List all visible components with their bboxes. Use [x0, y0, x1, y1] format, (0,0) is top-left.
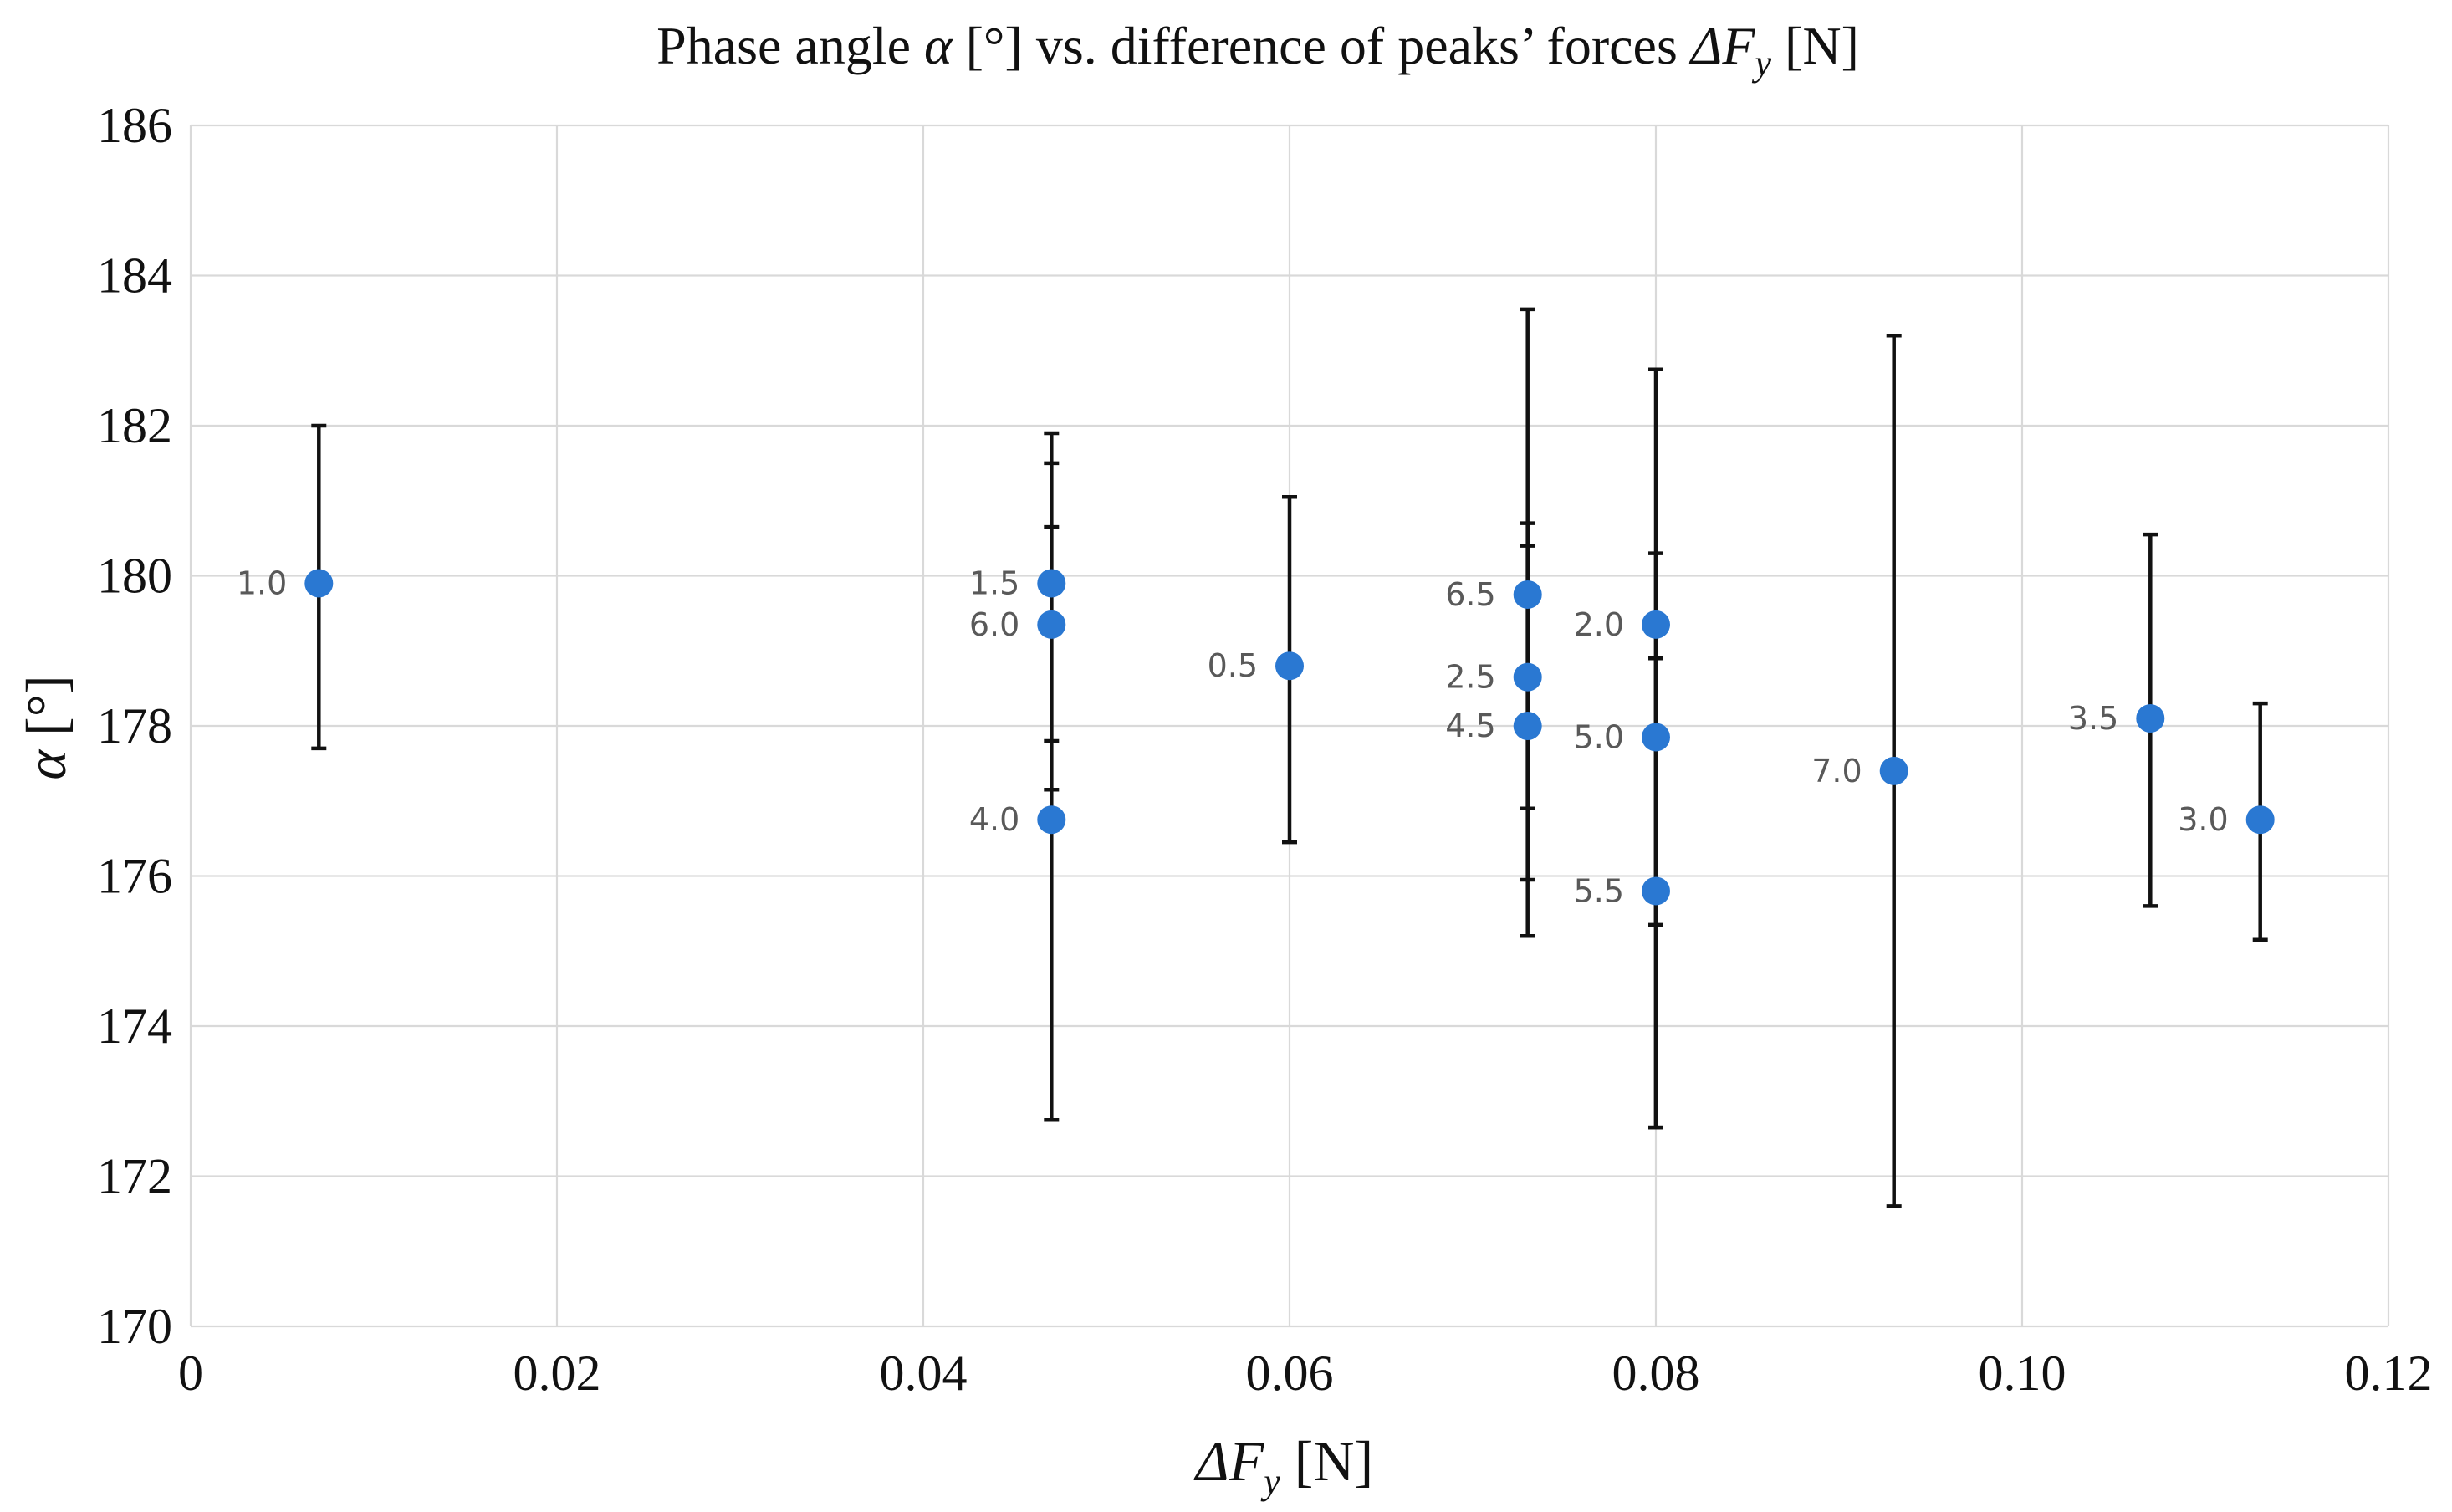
data-point: [304, 569, 334, 598]
point-labels: 1.0 1.5 6.0 4.0 0.5 6.5 2.5 4.5 2.0 5.0 5.5 7.0 3.5 3…: [237, 564, 2229, 909]
data-point-label: 7.0: [1811, 753, 1862, 789]
data-point-label: 2.0: [1574, 606, 1624, 643]
x-tick-label: 0.04: [880, 1346, 968, 1401]
data-point: [2245, 805, 2275, 835]
data-point: [1037, 569, 1066, 598]
x-tick-label: 0.08: [1612, 1346, 1700, 1401]
data-point-label: 3.5: [2068, 700, 2118, 737]
data-point: [1642, 610, 1670, 639]
data-point: [1513, 712, 1542, 740]
chart-title: Phase angle α [°] vs. difference of peak…: [656, 16, 1859, 84]
data-point: [1275, 651, 1304, 681]
data-point-label: 5.0: [1574, 718, 1624, 755]
x-tick-label: 0: [178, 1346, 203, 1401]
y-tick-label: 178: [97, 698, 172, 753]
data-point-label: 4.0: [969, 801, 1019, 838]
x-axis-ticks: 0 0.02 0.04 0.06 0.08 0.10 0.12: [178, 1346, 2433, 1401]
y-tick-label: 186: [97, 98, 172, 153]
data-point: [1642, 876, 1670, 906]
data-point-label: 2.5: [1445, 659, 1495, 696]
data-point: [1037, 610, 1066, 639]
y-tick-label: 184: [97, 248, 172, 304]
data-point: [1642, 723, 1670, 752]
x-tick-label: 0.02: [513, 1346, 601, 1401]
data-point-label: 4.5: [1445, 707, 1495, 744]
data-point: [1037, 805, 1066, 835]
y-axis-ticks: 170 172 174 176 178 180 182 184 186: [97, 98, 172, 1354]
x-tick-label: 0.10: [1979, 1346, 2066, 1401]
data-point-label: 5.5: [1574, 872, 1624, 909]
data-point: [1513, 580, 1542, 609]
data-point: [2136, 704, 2165, 733]
y-tick-label: 170: [97, 1299, 172, 1354]
data-points: [304, 569, 2275, 906]
y-tick-label: 172: [97, 1149, 172, 1204]
data-point-label: 1.5: [969, 564, 1019, 601]
data-point-label: 6.0: [969, 606, 1019, 643]
data-point: [1513, 662, 1542, 692]
x-tick-label: 0.12: [2345, 1346, 2433, 1401]
x-axis-title: ΔFy [N]: [1193, 1429, 1373, 1502]
data-point: [1879, 756, 1908, 785]
y-axis-title: α [°]: [14, 675, 78, 779]
y-tick-label: 176: [97, 849, 172, 904]
data-point-label: 3.0: [2178, 801, 2228, 838]
y-tick-label: 174: [97, 999, 172, 1054]
y-tick-label: 180: [97, 549, 172, 604]
data-point-label: 6.5: [1445, 576, 1495, 613]
data-point-label: 1.0: [237, 564, 287, 601]
data-point-label: 0.5: [1208, 647, 1258, 684]
x-tick-label: 0.06: [1246, 1346, 1334, 1401]
y-tick-label: 182: [97, 398, 172, 453]
